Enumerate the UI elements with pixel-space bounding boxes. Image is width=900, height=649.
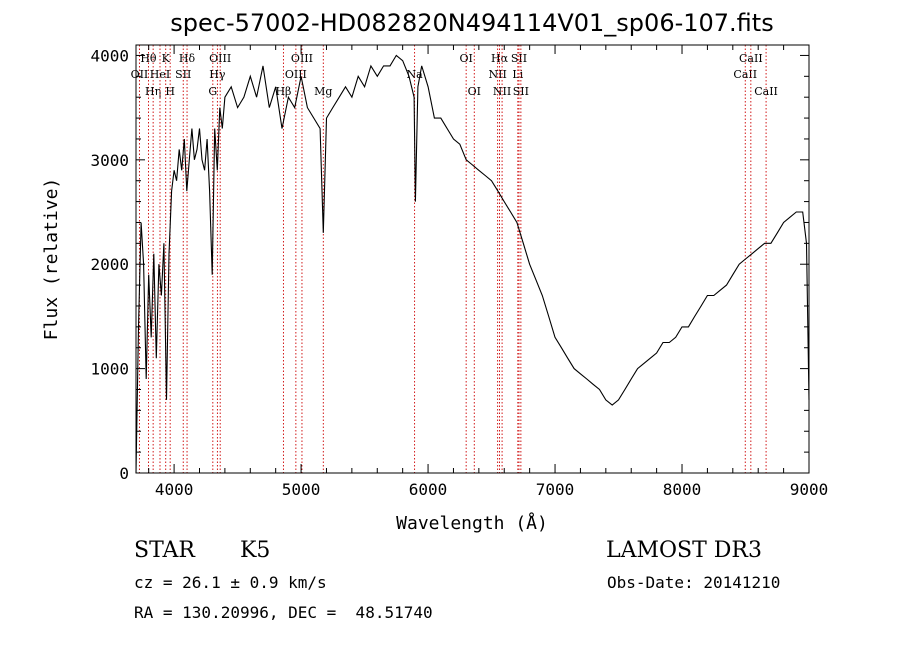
x-tick-label: 5000 [282, 480, 321, 499]
line-marker-label: HeI [150, 68, 170, 81]
object-class: STAR [134, 538, 195, 563]
line-marker-label: OIII [285, 68, 307, 81]
y-tick-label: 3000 [90, 151, 129, 170]
line-marker-label: Hθ [140, 52, 157, 65]
x-axis: 4000 5000 6000 7000 8000 9000 [148, 45, 829, 499]
line-marker-label: Li [512, 68, 523, 81]
emission-line-markers: OIIHθHηHeIKHSIIHδGHγOIIIHβOIIIOIIIMgNaOI… [131, 45, 778, 473]
x-tick-label: 6000 [409, 480, 448, 499]
y-tick-label: 4000 [90, 46, 129, 65]
line-marker-label: SII [513, 85, 529, 98]
line-marker-label: CaII [739, 52, 763, 65]
y-tick-label: 2000 [90, 255, 129, 274]
line-marker-label: NII [493, 85, 511, 98]
line-marker-label: OII [131, 68, 149, 81]
object-subclass: K5 [240, 538, 271, 563]
line-marker-label: OIII [209, 52, 231, 65]
y-tick-label: 1000 [90, 360, 129, 379]
line-marker-label: CaII [733, 68, 757, 81]
line-marker-label: CaII [754, 85, 778, 98]
chart-title: spec-57002-HD082820N494114V01_sp06-107.f… [170, 9, 773, 37]
line-marker-label: OIII [291, 52, 313, 65]
line-marker-label: OI [468, 85, 481, 98]
flux-spectrum-line [135, 54, 810, 474]
line-marker-label: Hβ [275, 85, 291, 98]
line-marker-label: Hγ [209, 68, 226, 81]
y-tick-label: 0 [119, 464, 129, 483]
y-axis-label: Flux (relative) [41, 178, 62, 341]
line-marker-label: Mg [314, 85, 332, 98]
x-tick-label: 8000 [663, 480, 702, 499]
x-tick-label: 9000 [790, 480, 829, 499]
line-marker-label: SII [175, 68, 191, 81]
x-axis-label: Wavelength (Å) [396, 512, 548, 534]
line-marker-label: G [208, 85, 217, 98]
line-marker-label: H [165, 85, 175, 98]
sky-coordinates: RA = 130.20996, DEC = 48.51740 [134, 603, 433, 622]
line-marker-label: Na [407, 68, 424, 81]
observation-date: Obs-Date: 20141210 [607, 573, 781, 592]
line-marker-label: K [162, 52, 171, 65]
line-marker-label: Hη [145, 85, 161, 98]
survey-name: LAMOST DR3 [606, 538, 762, 563]
line-marker-label: NII [488, 68, 506, 81]
line-marker-label: OI [459, 52, 472, 65]
x-tick-label: 4000 [155, 480, 194, 499]
redshift-velocity: cz = 26.1 ± 0.9 km/s [134, 573, 327, 592]
line-marker-label: Hδ [179, 52, 196, 65]
plot-frame [135, 44, 810, 474]
y-axis: 0 1000 2000 3000 4000 [90, 46, 809, 483]
line-marker-label: Hα [491, 52, 509, 65]
line-marker-label: SII [511, 52, 527, 65]
x-tick-label: 7000 [536, 480, 575, 499]
